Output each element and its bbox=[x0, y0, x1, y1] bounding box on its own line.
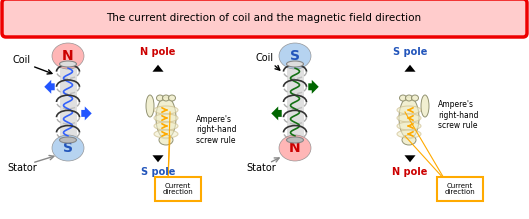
Ellipse shape bbox=[162, 95, 169, 101]
Ellipse shape bbox=[52, 135, 84, 161]
Ellipse shape bbox=[287, 61, 304, 67]
Ellipse shape bbox=[157, 95, 163, 101]
Text: N: N bbox=[62, 49, 74, 63]
Ellipse shape bbox=[156, 97, 176, 139]
Bar bbox=[287, 64, 304, 140]
Ellipse shape bbox=[287, 137, 304, 143]
Ellipse shape bbox=[406, 95, 413, 101]
Text: S pole: S pole bbox=[393, 47, 427, 57]
Ellipse shape bbox=[397, 122, 421, 130]
Ellipse shape bbox=[159, 135, 173, 145]
FancyBboxPatch shape bbox=[437, 177, 483, 201]
Ellipse shape bbox=[397, 114, 421, 122]
Ellipse shape bbox=[399, 95, 406, 101]
Ellipse shape bbox=[169, 95, 176, 101]
Text: S: S bbox=[290, 49, 300, 63]
Text: N: N bbox=[289, 141, 301, 155]
Ellipse shape bbox=[59, 61, 77, 67]
FancyBboxPatch shape bbox=[155, 177, 201, 201]
Ellipse shape bbox=[59, 137, 77, 143]
Text: Stator: Stator bbox=[7, 163, 37, 173]
Ellipse shape bbox=[52, 43, 84, 69]
Ellipse shape bbox=[279, 135, 311, 161]
Text: S pole: S pole bbox=[141, 167, 175, 177]
Text: Coil: Coil bbox=[13, 55, 31, 65]
Text: Ampere's
right-hand
screw rule: Ampere's right-hand screw rule bbox=[196, 115, 236, 145]
Ellipse shape bbox=[154, 130, 178, 138]
Ellipse shape bbox=[399, 97, 419, 139]
Text: Stator: Stator bbox=[246, 163, 276, 173]
Ellipse shape bbox=[412, 95, 418, 101]
Text: S: S bbox=[63, 141, 73, 155]
Text: Current
direction: Current direction bbox=[445, 182, 476, 196]
Text: Coil: Coil bbox=[256, 53, 274, 63]
Text: Current
direction: Current direction bbox=[162, 182, 194, 196]
Text: Ampere's
right-hand
screw rule: Ampere's right-hand screw rule bbox=[438, 100, 479, 130]
Text: N pole: N pole bbox=[140, 47, 176, 57]
Ellipse shape bbox=[421, 95, 429, 117]
Ellipse shape bbox=[279, 43, 311, 69]
Ellipse shape bbox=[402, 135, 416, 145]
Ellipse shape bbox=[154, 106, 178, 114]
Text: N pole: N pole bbox=[393, 167, 427, 177]
Ellipse shape bbox=[154, 114, 178, 122]
Ellipse shape bbox=[146, 95, 154, 117]
Ellipse shape bbox=[397, 130, 421, 138]
FancyBboxPatch shape bbox=[2, 0, 527, 37]
Bar bbox=[59, 64, 77, 140]
Ellipse shape bbox=[154, 122, 178, 130]
Text: The current direction of coil and the magnetic field direction: The current direction of coil and the ma… bbox=[106, 13, 422, 23]
Ellipse shape bbox=[397, 106, 421, 114]
